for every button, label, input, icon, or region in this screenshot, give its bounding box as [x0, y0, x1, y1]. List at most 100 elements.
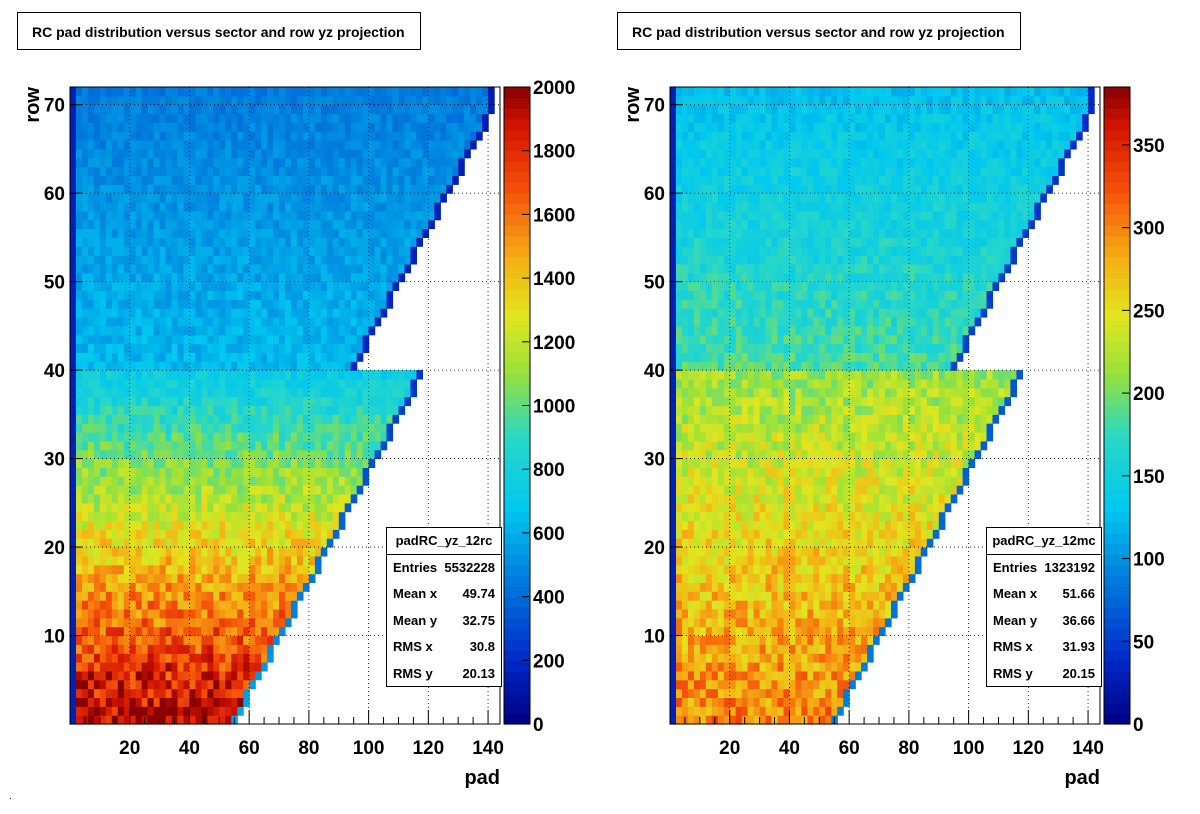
heatmap-cell	[195, 529, 202, 539]
heatmap-cell	[819, 662, 826, 672]
heatmap-cell	[687, 653, 695, 663]
heatmap-cell	[302, 184, 310, 194]
heatmap-cell	[76, 387, 83, 398]
heatmap-cell	[219, 706, 226, 716]
heatmap-cell	[129, 520, 137, 530]
heatmap-cell	[362, 237, 370, 247]
heatmap-cell	[314, 148, 322, 159]
heatmap-cell	[861, 529, 868, 539]
heatmap-cell	[201, 591, 208, 601]
heatmap-cell	[183, 564, 191, 575]
heatmap-cell	[231, 272, 238, 283]
heatmap-cell	[308, 202, 316, 212]
heatmap-cell	[446, 131, 453, 141]
heatmap-cell	[813, 715, 820, 725]
heatmap-cell	[183, 343, 191, 353]
heatmap-cell	[825, 617, 832, 628]
heatmap-cell	[392, 210, 400, 221]
heatmap-cell	[171, 494, 179, 504]
heatmap-cell	[344, 95, 352, 106]
heatmap-cell	[681, 609, 689, 619]
heatmap-cell	[938, 520, 946, 530]
heatmap-cell	[237, 564, 244, 575]
heatmap-cell	[291, 440, 298, 451]
heatmap-cell	[831, 458, 838, 468]
heatmap-cell	[76, 467, 83, 477]
heatmap-cell	[771, 529, 779, 539]
heatmap-cell	[76, 670, 83, 681]
heatmap-cell	[741, 688, 749, 698]
heatmap-cell	[243, 467, 250, 477]
heatmap-cell	[356, 414, 364, 424]
heatmap-cell	[873, 547, 880, 557]
heatmap-cell	[213, 379, 220, 389]
heatmap-cell	[837, 644, 844, 654]
heatmap-cell	[159, 520, 167, 530]
heatmap-cell	[117, 600, 125, 610]
heatmap-cell	[153, 87, 161, 97]
heatmap-cell	[344, 325, 352, 336]
heatmap-cell	[93, 193, 101, 203]
heatmap-cell	[819, 502, 826, 513]
heatmap-cell	[332, 210, 340, 221]
heatmap-cell	[87, 440, 95, 451]
heatmap-cell	[356, 104, 364, 115]
heatmap-cell	[105, 555, 113, 566]
heatmap-cell	[741, 626, 749, 637]
heatmap-cell	[99, 290, 107, 300]
heatmap-cell	[687, 458, 695, 468]
heatmap-cell	[201, 414, 208, 424]
heatmap-cell	[111, 432, 119, 442]
heatmap-cell	[207, 113, 214, 123]
heatmap-cell	[207, 104, 214, 115]
heatmap-cell	[87, 228, 95, 238]
heatmap-cell	[285, 379, 292, 389]
heatmap-cell	[374, 379, 382, 389]
heatmap-cell	[362, 405, 370, 415]
heatmap-cell	[386, 202, 394, 212]
heatmap-cell	[867, 467, 874, 477]
heatmap-cell	[273, 370, 280, 380]
heatmap-cell	[177, 591, 185, 601]
heatmap-cell	[207, 325, 214, 336]
heatmap-cell	[831, 670, 838, 681]
heatmap-cell	[410, 104, 417, 115]
heatmap-cell	[285, 423, 292, 433]
heatmap-cell	[165, 573, 173, 583]
heatmap-cell	[255, 635, 262, 645]
heatmap-cell	[807, 644, 814, 654]
heatmap-cell	[255, 458, 262, 468]
heatmap-cell	[219, 547, 226, 557]
heatmap-cell	[76, 122, 83, 132]
heatmap-cell	[914, 555, 922, 566]
heatmap-cell	[285, 520, 292, 530]
heatmap-cell	[141, 387, 149, 398]
heatmap-cell	[76, 228, 83, 238]
heatmap-cell	[291, 458, 298, 468]
heatmap-cell	[255, 547, 262, 557]
heatmap-cell	[147, 122, 155, 132]
heatmap-cell	[723, 662, 731, 672]
heatmap-cell	[279, 272, 286, 283]
heatmap-cell	[111, 387, 119, 398]
heatmap-cell	[129, 440, 137, 451]
heatmap-cell	[338, 361, 346, 371]
heatmap-cell	[279, 494, 286, 504]
heatmap-cell	[849, 679, 856, 690]
heatmap-cell	[87, 476, 95, 486]
heatmap-cell	[314, 157, 322, 168]
heatmap-cell	[285, 405, 292, 415]
heatmap-cell	[867, 476, 874, 486]
heatmap-cell	[81, 600, 89, 610]
heatmap-cell	[141, 573, 149, 583]
heatmap-cell	[237, 387, 244, 398]
heatmap-cell	[344, 370, 352, 380]
heatmap-cell	[368, 405, 376, 415]
heatmap-cell	[670, 662, 677, 672]
heatmap-cell	[729, 555, 737, 566]
heatmap-cell	[676, 715, 683, 725]
heatmap-cell	[261, 494, 268, 504]
heatmap-cell	[879, 555, 886, 566]
heatmap-cell	[135, 529, 143, 539]
heatmap-cell	[117, 494, 125, 504]
